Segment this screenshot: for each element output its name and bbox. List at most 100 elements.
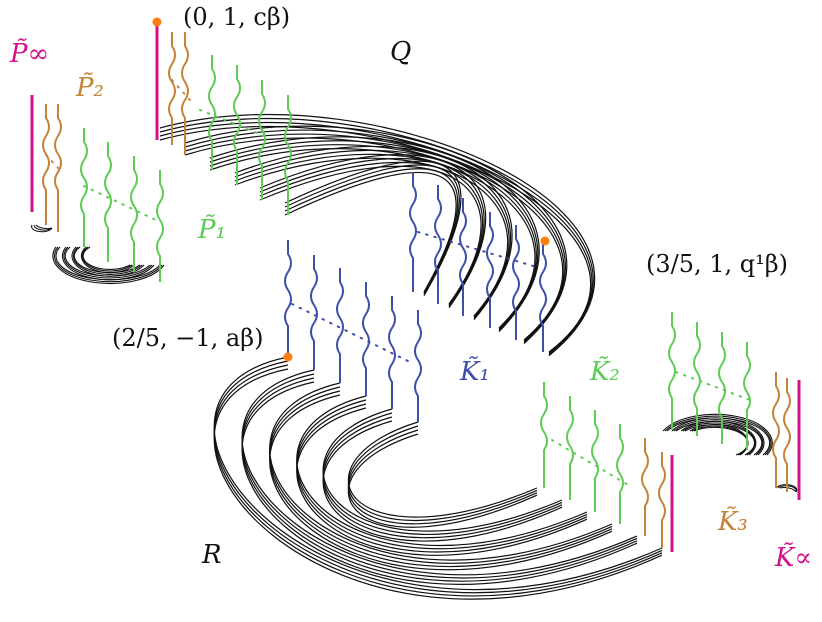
q-arc-line	[184, 125, 568, 345]
arc-bundles	[31, 114, 798, 600]
dotted-green-left	[83, 185, 161, 223]
strand-green-left	[104, 142, 112, 262]
r-arc-line	[347, 421, 538, 518]
q-arc-line	[284, 171, 457, 293]
dotted-green-right	[675, 371, 751, 401]
q-arc-line	[184, 133, 565, 342]
dotted-blue-r	[291, 303, 415, 365]
label-k3: K̃₃	[717, 506, 748, 537]
p-small-arc	[81, 246, 133, 272]
orange-marker	[540, 236, 550, 246]
strand-blue-r	[310, 255, 318, 370]
label-r: R	[201, 540, 222, 570]
label-k1: K̃₁	[459, 356, 490, 387]
r-arc-line	[269, 386, 613, 564]
strand-green-right	[718, 332, 726, 444]
r-arc-line	[241, 381, 638, 585]
strand-blue-r	[284, 240, 292, 357]
strand-blue-k1	[409, 172, 417, 292]
strand-tan-left	[54, 104, 62, 232]
strand-green-top	[258, 80, 266, 200]
strand-green-left	[80, 128, 88, 247]
k-small-arc	[691, 425, 748, 456]
p-small-arc	[73, 246, 141, 274]
strand-green-top	[208, 55, 216, 170]
q-arc-line	[209, 144, 537, 330]
k-small-arc	[671, 417, 765, 456]
strand-green-right	[668, 312, 676, 430]
strand-tan-right	[772, 372, 780, 488]
label-k2: K̃₂	[589, 356, 620, 387]
q-arc-line	[234, 145, 513, 320]
strand-green-right	[693, 322, 701, 436]
r-arc-line	[347, 433, 538, 528]
r-arc-line	[296, 395, 588, 547]
r-arc-line	[296, 399, 588, 550]
q-arc-line	[184, 137, 564, 341]
strand-green-left	[130, 156, 138, 272]
r-arc-line	[213, 368, 663, 600]
r-arc-line	[347, 429, 538, 525]
r-arc-line	[322, 412, 563, 535]
label-p2: P̃₂	[75, 72, 104, 103]
strand-tan-left	[42, 104, 50, 225]
k-small-arc	[675, 420, 763, 456]
q-arc-line	[259, 154, 487, 308]
strand-blue-k1	[434, 185, 442, 304]
r-arc-line	[322, 420, 563, 542]
q-arc-line	[209, 148, 536, 329]
strand-blue-r	[388, 296, 396, 409]
p-small-arc	[64, 246, 151, 277]
k-small-arc	[684, 424, 756, 456]
dotted-connectors	[45, 79, 751, 487]
p-small-arc	[72, 246, 143, 275]
strand-blue-r	[336, 268, 344, 383]
k-small-arc	[662, 413, 773, 456]
strand-blue-k1	[459, 198, 467, 316]
q-arc-line	[284, 160, 462, 296]
strand-blue-r	[414, 310, 422, 422]
strand-blue-k1	[512, 225, 520, 340]
wavy-strands	[30, 22, 801, 552]
orange-marker	[152, 17, 162, 27]
q-arc-line	[184, 129, 566, 343]
r-arc-line	[241, 373, 638, 579]
k-small-arc	[664, 415, 772, 456]
strand-blue-k1	[539, 240, 547, 352]
point-label-right: (3/5, 1, q¹β)	[646, 250, 788, 278]
strand-tan-top	[181, 32, 189, 155]
p-tiny-arc	[35, 224, 53, 230]
k-small-arc	[680, 420, 757, 456]
dotted-green-k2	[551, 439, 631, 487]
label-k-alpha: K̃∝	[774, 542, 812, 573]
q-arc-line	[234, 157, 509, 317]
q-arc-line	[259, 165, 482, 305]
r-arc-line	[241, 369, 638, 576]
p-small-arc	[80, 246, 135, 274]
orange-markers	[152, 17, 550, 362]
orange-marker	[283, 352, 293, 362]
point-label-left: (2/5, −1, aβ)	[112, 324, 263, 352]
q-arc-line	[259, 158, 485, 307]
strand-green-k2	[566, 396, 574, 500]
label-p1: P̃₁	[197, 214, 226, 245]
dotted-tan-left	[45, 154, 59, 169]
r-arc-line	[322, 408, 563, 532]
q-arc-line	[284, 168, 459, 294]
q-arc-line	[259, 161, 484, 306]
strand-tan-k2	[641, 438, 649, 536]
r-arc-line	[213, 360, 663, 594]
q-arc-line	[284, 164, 460, 295]
strand-green-top	[233, 65, 241, 185]
strand-tan-right	[783, 378, 791, 492]
point-label-top: (0, 1, cβ)	[183, 3, 290, 31]
p-small-arc	[52, 246, 165, 285]
r-arc-line	[296, 407, 588, 556]
p-tiny-arc	[31, 224, 53, 233]
strand-green-k2	[540, 382, 548, 488]
k-small-arc	[673, 419, 764, 456]
q-arc-line	[234, 149, 511, 319]
r-arc-line	[296, 403, 588, 553]
r-arc-line	[269, 390, 613, 568]
